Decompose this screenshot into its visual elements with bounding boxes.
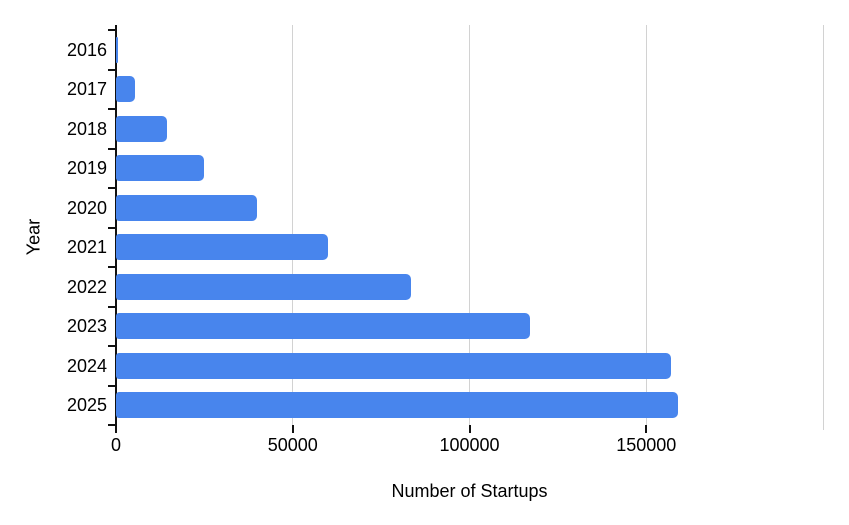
x-tick-50000 [291, 425, 294, 433]
bar-2019 [116, 155, 205, 182]
y-tick-label-2017: 2017 [66, 79, 107, 100]
y-axis-tick [108, 226, 116, 229]
plot-area: 2016 2017 2018 2019 2020 2021 2022 2023 2024 2025 [67, 25, 824, 433]
x-tick-labels: 0 50000 100000 150000 [111, 435, 823, 456]
y-axis-tick [108, 305, 116, 308]
y-tick-label-2016: 2016 [66, 39, 107, 60]
x-tick-0 [115, 425, 117, 433]
gridline-200000 [822, 25, 824, 430]
bar-2021 [116, 234, 329, 261]
y-tick-label-2022: 2022 [66, 276, 107, 297]
x-tick-100000 [468, 425, 471, 433]
bar-2022 [116, 273, 412, 300]
bar-row-2020: 2020 [67, 188, 823, 228]
y-axis-tick [108, 147, 116, 150]
bar-row-2022: 2022 [67, 267, 823, 307]
bar-row-2025: 2025 [67, 386, 823, 426]
x-tick-label-150000: 150000 [616, 435, 677, 455]
bar-row-2017: 2017 [67, 70, 823, 110]
bar-row-2019: 2019 [67, 149, 823, 189]
x-tick-150000 [645, 425, 648, 433]
x-tick-label-50000: 50000 [267, 435, 318, 455]
y-axis-line [115, 25, 117, 425]
y-tick-label-2024: 2024 [66, 355, 107, 376]
y-tick-label-2019: 2019 [66, 158, 107, 179]
gridline-50000 [292, 25, 294, 430]
y-tick-label-2025: 2025 [66, 395, 107, 416]
bar-2016 [116, 36, 118, 63]
x-tick-label-100000: 100000 [439, 435, 500, 455]
y-axis-tick [108, 108, 116, 110]
gridline-150000 [645, 25, 647, 430]
bar-2018 [116, 115, 168, 142]
gridline-100000 [469, 25, 470, 430]
bar-row-2023: 2023 [67, 307, 823, 347]
y-axis-tick [108, 424, 116, 426]
y-tick-label-2023: 2023 [66, 316, 107, 337]
y-tick-label-2018: 2018 [66, 118, 107, 139]
x-axis-title: Number of Startups [391, 481, 548, 501]
y-axis-tick [108, 68, 116, 71]
bar-2024 [116, 352, 671, 379]
y-axis-tick [108, 345, 116, 347]
y-tick-label-2021: 2021 [66, 237, 107, 258]
y-axis-tick [108, 266, 116, 268]
y-tick-label-2020: 2020 [66, 197, 107, 218]
bar-row-2021: 2021 [67, 228, 823, 268]
x-tick-label-0: 0 [110, 435, 122, 455]
bar-2025 [116, 392, 679, 419]
bar-row-2018: 2018 [67, 109, 823, 149]
bar-series: 2016 2017 2018 2019 2020 2021 2022 2023 2024 2025 [67, 30, 823, 426]
bar-2020 [116, 194, 258, 221]
bar-row-2016: 2016 [67, 30, 823, 70]
y-axis-title: Year [23, 218, 44, 256]
bar-2023 [116, 313, 530, 340]
y-axis-tick [108, 29, 116, 31]
y-axis-tick [108, 187, 116, 189]
bar-2017 [116, 76, 136, 103]
bar-row-2024: 2024 [67, 346, 823, 386]
y-axis-tick [108, 384, 116, 387]
